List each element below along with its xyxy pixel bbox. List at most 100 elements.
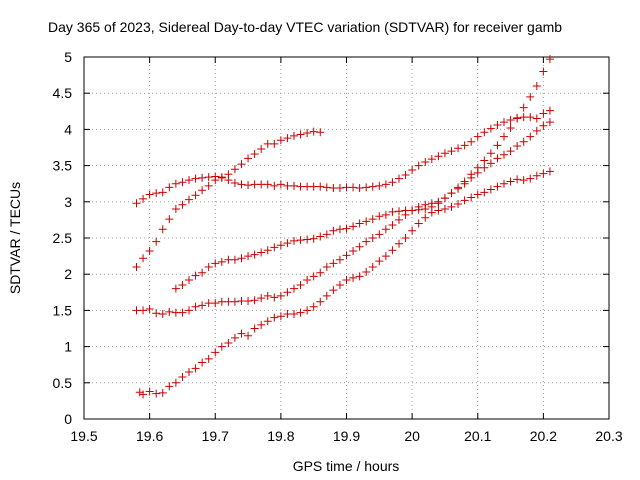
data-point xyxy=(545,167,554,176)
data-point xyxy=(349,183,358,192)
data-point xyxy=(473,132,482,141)
data-point xyxy=(460,196,469,205)
data-point xyxy=(526,92,535,101)
y-tick-label: 2.5 xyxy=(53,230,73,246)
data-point xyxy=(486,124,495,133)
data-point xyxy=(185,195,193,204)
data-point xyxy=(224,176,233,185)
data-point xyxy=(519,176,528,185)
data-point xyxy=(500,132,508,141)
data-point xyxy=(158,388,167,397)
data-point xyxy=(519,137,528,146)
data-point xyxy=(368,182,377,191)
data-point xyxy=(480,163,489,172)
data-point xyxy=(493,182,502,191)
data-point xyxy=(276,291,285,300)
data-point xyxy=(362,268,371,277)
data-point xyxy=(158,188,167,197)
data-point xyxy=(532,114,541,123)
data-point xyxy=(171,205,180,214)
data-point xyxy=(440,205,449,214)
data-point xyxy=(257,248,266,257)
data-point xyxy=(191,191,200,200)
data-point xyxy=(375,212,384,221)
data-point xyxy=(532,81,541,90)
data-point xyxy=(191,271,200,280)
data-point xyxy=(290,236,298,245)
data-point xyxy=(152,189,161,198)
data-point xyxy=(198,268,207,277)
data-point xyxy=(237,254,246,263)
y-tick-label: 5 xyxy=(64,49,72,65)
data-point xyxy=(395,215,403,224)
data-point xyxy=(185,176,193,185)
data-point xyxy=(349,247,358,256)
data-point xyxy=(381,252,390,261)
data-point xyxy=(395,239,403,248)
data-point xyxy=(532,126,541,135)
series-track-c xyxy=(171,55,554,293)
data-point xyxy=(368,234,377,242)
x-tick-label: 19.8 xyxy=(267,428,294,444)
data-point xyxy=(204,262,213,271)
data-point xyxy=(526,113,535,122)
data-point xyxy=(198,173,207,182)
data-point xyxy=(362,237,371,246)
data-point xyxy=(257,294,266,303)
data-point xyxy=(408,206,417,215)
data-point xyxy=(388,220,397,229)
data-point xyxy=(414,219,423,228)
data-point xyxy=(185,367,193,376)
data-point xyxy=(204,181,213,190)
data-point xyxy=(171,284,180,293)
data-point xyxy=(539,67,548,76)
data-point xyxy=(545,106,554,115)
data-point xyxy=(316,297,325,306)
data-point xyxy=(191,174,200,183)
series-track-d xyxy=(132,118,554,319)
data-point xyxy=(283,288,292,297)
data-point xyxy=(447,189,456,198)
data-point xyxy=(388,207,397,216)
data-point xyxy=(217,257,226,266)
data-point xyxy=(506,147,515,156)
data-point xyxy=(493,141,502,150)
data-point xyxy=(178,178,187,187)
data-point xyxy=(244,154,253,163)
data-point xyxy=(440,149,449,158)
data-point xyxy=(250,250,259,259)
data-point xyxy=(395,207,403,216)
data-point xyxy=(408,226,417,235)
data-point xyxy=(421,200,430,209)
data-point xyxy=(335,255,344,264)
data-point xyxy=(526,174,535,183)
data-point xyxy=(191,364,200,373)
data-point xyxy=(467,137,476,146)
data-point xyxy=(139,306,148,315)
data-point xyxy=(309,234,318,243)
x-tick-label: 19.7 xyxy=(202,428,229,444)
data-point xyxy=(539,121,548,130)
data-point xyxy=(460,141,469,150)
x-tick-label: 20.1 xyxy=(464,428,491,444)
y-tick-label: 4 xyxy=(64,121,72,137)
data-point xyxy=(244,331,253,340)
data-point xyxy=(500,118,508,127)
data-point xyxy=(493,121,502,130)
data-point xyxy=(263,291,272,300)
x-tick-label: 20 xyxy=(404,428,420,444)
data-point xyxy=(388,246,397,255)
data-point xyxy=(204,173,213,182)
y-axis-label: SDTVAR / TECUs xyxy=(7,182,23,294)
data-point xyxy=(473,168,482,177)
data-point xyxy=(539,109,548,118)
data-point xyxy=(178,308,187,317)
data-point xyxy=(198,186,207,195)
series-track-b xyxy=(132,106,554,208)
data-point xyxy=(355,219,364,228)
data-point xyxy=(237,329,246,338)
data-point xyxy=(506,177,515,186)
data-point xyxy=(198,301,207,310)
data-point xyxy=(211,299,220,308)
